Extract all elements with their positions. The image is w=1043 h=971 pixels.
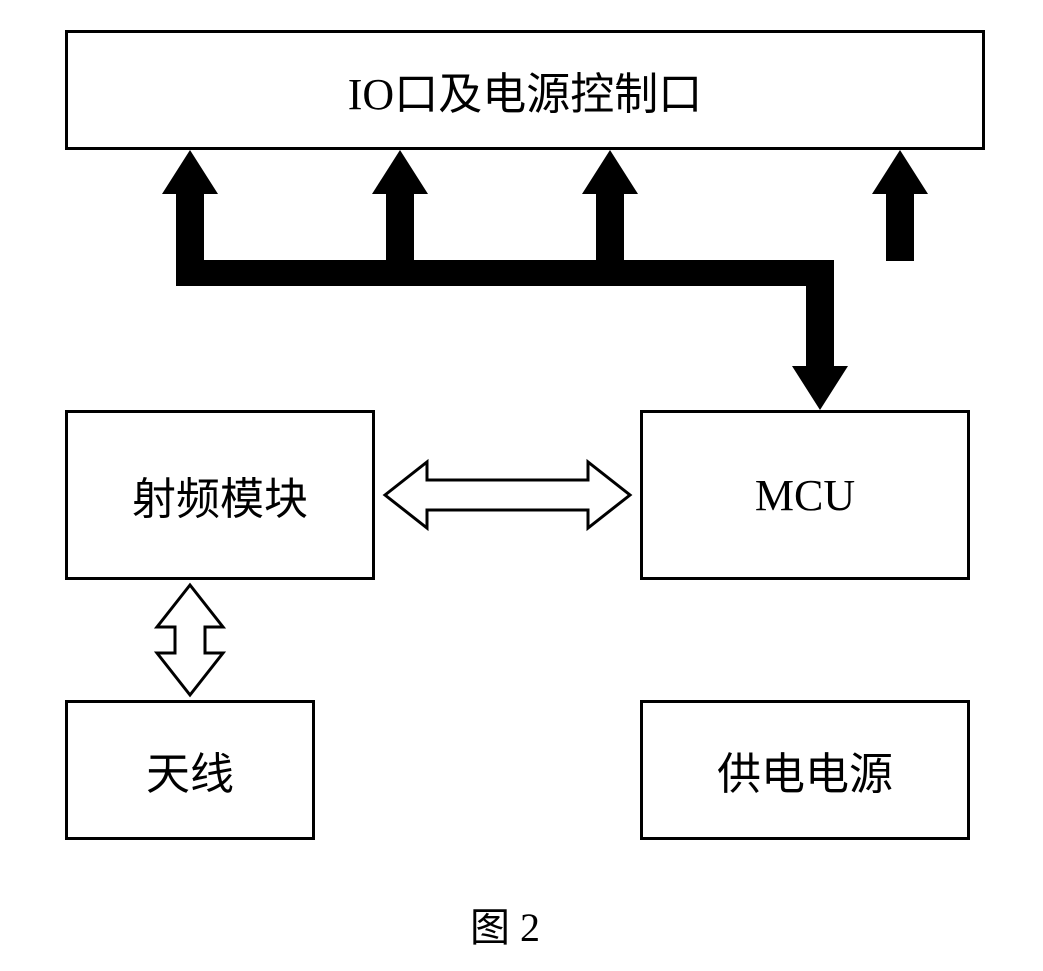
node-antenna-label: 天线 <box>146 738 234 802</box>
solid-arrow-bus <box>162 150 928 410</box>
node-power-label: 供电电源 <box>717 738 893 802</box>
node-antenna: 天线 <box>65 700 315 840</box>
node-power: 供电电源 <box>640 700 970 840</box>
node-io-port-label: IO口及电源控制口 <box>348 58 702 122</box>
node-io-port: IO口及电源控制口 <box>65 30 985 150</box>
node-mcu: MCU <box>640 410 970 580</box>
node-mcu-label: MCU <box>755 470 855 521</box>
figure-caption: 图 2 <box>470 895 540 953</box>
figure-caption-text: 图 2 <box>470 905 540 950</box>
node-rf-module: 射频模块 <box>65 410 375 580</box>
node-rf-module-label: 射频模块 <box>132 463 308 527</box>
